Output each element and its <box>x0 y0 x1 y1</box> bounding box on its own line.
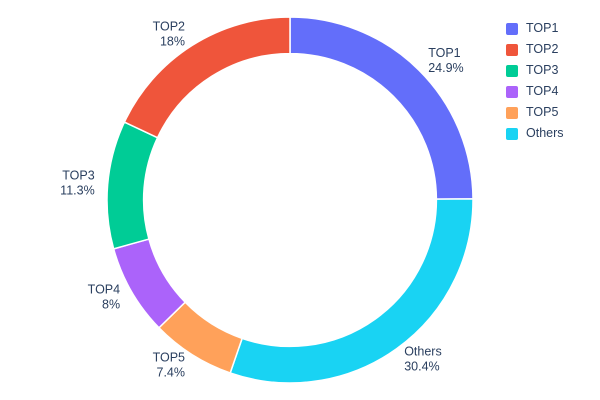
legend-swatch-top1 <box>506 22 518 35</box>
legend-item-others[interactable]: Others <box>506 127 564 140</box>
legend-label-top1: TOP1 <box>526 21 559 35</box>
legend-item-top4[interactable]: TOP4 <box>506 85 564 98</box>
pie-slice-top2[interactable] <box>123 16 291 139</box>
legend-swatch-others <box>506 127 518 140</box>
slice-label-top4: TOP4 8% <box>88 283 120 312</box>
slice-label-others: Others 30.4% <box>404 344 442 373</box>
legend-item-top5[interactable]: TOP5 <box>506 106 564 119</box>
slice-label-top2: TOP2 18% <box>153 20 185 49</box>
legend-label-others: Others <box>526 126 564 140</box>
legend-label-top3: TOP3 <box>526 63 559 77</box>
pie-slice-top3[interactable] <box>106 121 159 250</box>
slice-label-top3: TOP3 11.3% <box>60 168 95 197</box>
legend-swatch-top2 <box>506 43 518 56</box>
legend-item-top1[interactable]: TOP1 <box>506 22 564 35</box>
legend-swatch-top5 <box>506 106 518 119</box>
legend-swatch-top4 <box>506 85 518 98</box>
legend-label-top5: TOP5 <box>526 105 559 119</box>
legend: TOP1 TOP2 TOP3 TOP4 TOP5 Others <box>506 22 564 140</box>
legend-item-top3[interactable]: TOP3 <box>506 64 564 77</box>
legend-label-top4: TOP4 <box>526 84 559 98</box>
legend-swatch-top3 <box>506 64 518 77</box>
legend-label-top2: TOP2 <box>526 42 559 56</box>
slice-label-top5: TOP5 7.4% <box>153 351 185 380</box>
legend-item-top2[interactable]: TOP2 <box>506 43 564 56</box>
pie-slice-top1[interactable] <box>289 16 474 200</box>
slice-label-top1: TOP1 24.9% <box>428 46 463 75</box>
